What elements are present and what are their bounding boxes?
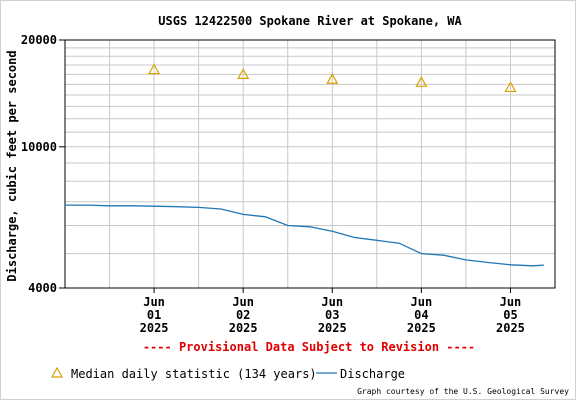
x-tick-label: 2025 bbox=[318, 321, 347, 335]
legend-discharge-label: Discharge bbox=[340, 367, 405, 381]
legend-triangle-icon bbox=[50, 366, 64, 378]
y-axis-ticks: 20000 10000 4000 bbox=[21, 33, 65, 295]
legend: Median daily statistic (134 years) Disch… bbox=[50, 366, 405, 381]
x-tick-label: 2025 bbox=[140, 321, 169, 335]
grid-lines bbox=[64, 39, 556, 289]
x-tick-label: Jun bbox=[500, 295, 522, 309]
median-triangle-marker bbox=[504, 81, 517, 93]
x-axis-ticks: Jun012025Jun022025Jun032025Jun042025Jun0… bbox=[140, 288, 525, 335]
credit-text: Graph courtesy of the U.S. Geological Su… bbox=[357, 387, 569, 396]
x-tick-label: 2025 bbox=[407, 321, 436, 335]
provisional-note: ---- Provisional Data Subject to Revisio… bbox=[143, 340, 475, 354]
x-tick-label: 01 bbox=[147, 308, 161, 322]
median-triangle-marker bbox=[148, 63, 161, 75]
legend-median-label: Median daily statistic (134 years) bbox=[71, 367, 317, 381]
x-tick-label: Jun bbox=[411, 295, 433, 309]
plot-area-border bbox=[64, 39, 556, 289]
x-tick-label: 04 bbox=[414, 308, 428, 322]
x-tick-label: Jun bbox=[232, 295, 254, 309]
median-triangle-marker bbox=[326, 73, 339, 84]
series-layer bbox=[65, 63, 544, 267]
x-tick-label: 2025 bbox=[229, 321, 258, 335]
x-tick-label: Jun bbox=[321, 295, 343, 309]
discharge-line bbox=[65, 204, 544, 267]
y-tick-label: 4000 bbox=[28, 281, 57, 295]
y-axis-label: Discharge, cubic feet per second bbox=[5, 50, 19, 281]
x-tick-label: 02 bbox=[236, 308, 250, 322]
y-tick-label: 20000 bbox=[21, 33, 57, 47]
x-tick-label: 05 bbox=[503, 308, 517, 322]
chart-title: USGS 12422500 Spokane River at Spokane, … bbox=[158, 14, 462, 28]
median-triangle-marker bbox=[415, 76, 428, 87]
x-tick-label: 2025 bbox=[496, 321, 525, 335]
x-tick-label: Jun bbox=[143, 295, 165, 309]
x-tick-label: 03 bbox=[325, 308, 339, 322]
y-tick-label: 10000 bbox=[21, 140, 57, 154]
median-triangle-marker bbox=[237, 68, 250, 79]
